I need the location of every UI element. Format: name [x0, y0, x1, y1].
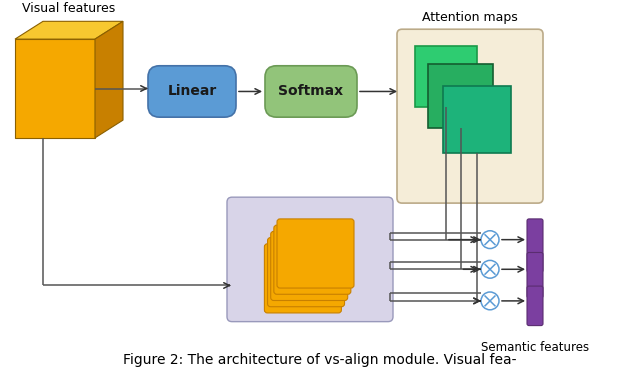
FancyBboxPatch shape	[274, 225, 351, 294]
Polygon shape	[415, 46, 477, 107]
Text: Attention maps: Attention maps	[422, 11, 518, 24]
FancyBboxPatch shape	[527, 286, 543, 326]
FancyBboxPatch shape	[527, 252, 543, 298]
FancyBboxPatch shape	[277, 219, 354, 288]
Polygon shape	[443, 86, 511, 153]
FancyBboxPatch shape	[527, 219, 543, 272]
Text: Visual features: Visual features	[22, 2, 116, 15]
Polygon shape	[428, 64, 493, 128]
FancyBboxPatch shape	[397, 29, 543, 203]
FancyBboxPatch shape	[264, 244, 341, 313]
FancyBboxPatch shape	[268, 237, 344, 307]
Polygon shape	[95, 21, 123, 138]
Text: Linear: Linear	[168, 85, 216, 98]
Polygon shape	[15, 39, 95, 138]
FancyBboxPatch shape	[265, 66, 357, 117]
FancyBboxPatch shape	[148, 66, 236, 117]
Polygon shape	[15, 21, 123, 39]
Text: Softmax: Softmax	[278, 85, 344, 98]
Text: Semantic features: Semantic features	[481, 341, 589, 355]
Text: Figure 2: The architecture of vs-align module. Visual fea-: Figure 2: The architecture of vs-align m…	[124, 353, 516, 367]
FancyBboxPatch shape	[271, 232, 348, 300]
FancyBboxPatch shape	[227, 197, 393, 322]
